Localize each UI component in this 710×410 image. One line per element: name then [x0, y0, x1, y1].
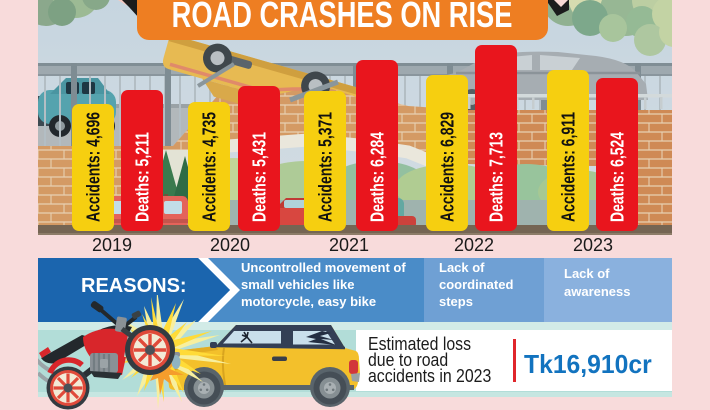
- svg-text:Accidents: 5,371: Accidents: 5,371: [316, 112, 336, 222]
- svg-text:Deaths: 6,524: Deaths: 6,524: [608, 132, 628, 222]
- svg-text:Deaths: 6,284: Deaths: 6,284: [368, 132, 388, 222]
- svg-text:Deaths: 5,211: Deaths: 5,211: [133, 132, 153, 222]
- svg-text:Deaths: 5,431: Deaths: 5,431: [250, 132, 270, 222]
- svg-text:Accidents: 6,829: Accidents: 6,829: [438, 112, 458, 222]
- svg-text:Deaths: 7,713: Deaths: 7,713: [487, 132, 507, 222]
- svg-text:Accidents: 4,696: Accidents: 4,696: [84, 112, 104, 222]
- svg-text:Accidents: 4,735: Accidents: 4,735: [200, 112, 220, 222]
- svg-text:Accidents: 6,911: Accidents: 6,911: [559, 112, 579, 222]
